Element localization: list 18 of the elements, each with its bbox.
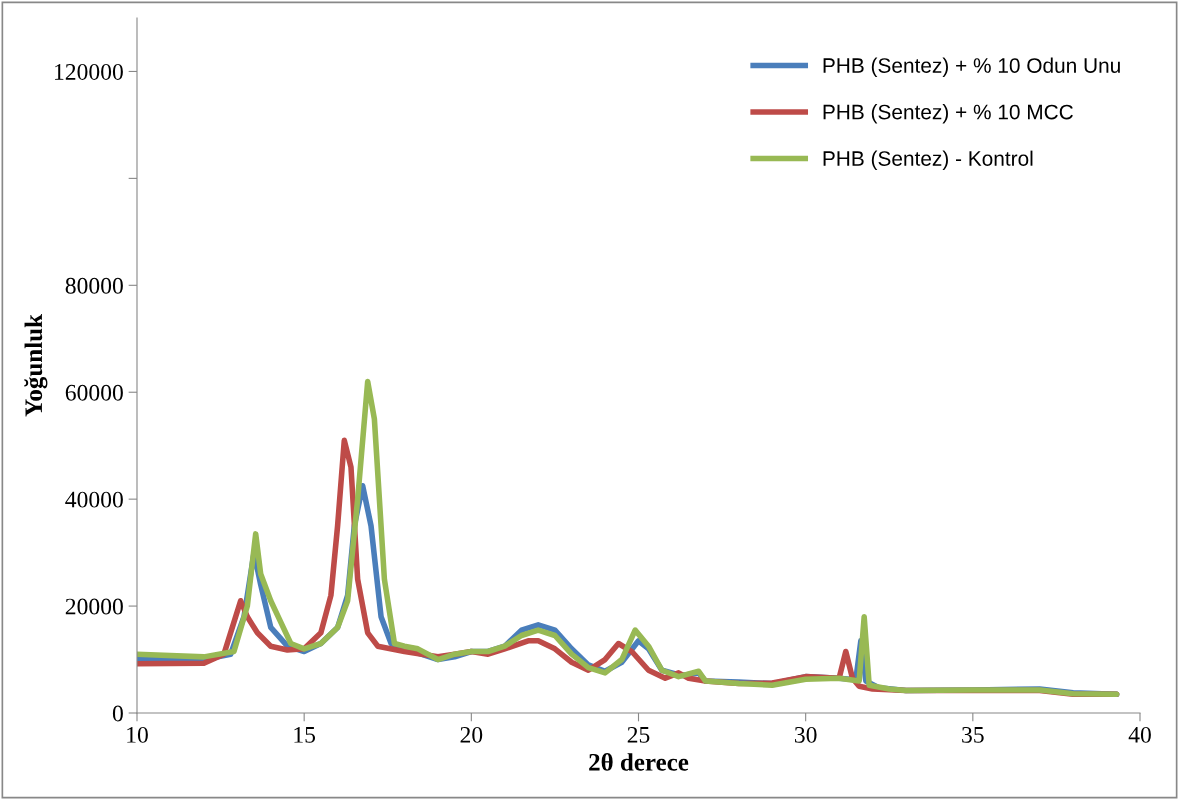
y-tick-label: 40000 [65,491,123,508]
x-tick-label: 25 [627,726,650,743]
x-tick-label: 35 [962,726,984,743]
x-tick-label: 40 [1128,726,1151,743]
y-tick-label: 0 [112,705,123,722]
x-tick-label: 30 [794,726,817,743]
legend-label: PHB (Sentez) + % 10 MCC [823,104,1073,124]
y-tick-label: 60000 [65,384,123,401]
x-axis-title: 2θ derece [589,753,689,771]
x-tick-label: 20 [460,726,483,743]
legend-label: PHB (Sentez) - Kontrol [823,150,1033,171]
x-tick-label: 15 [294,726,316,743]
y-tick-label: 20000 [65,598,123,615]
y-axis-title: Yoğunluk [24,314,48,417]
y-tick-label: 120000 [55,63,123,80]
x-tick-label: 10 [127,726,148,743]
legend-label: PHB (Sentez) + % 10 Odun Unu [823,57,1120,78]
y-tick-label: 80000 [65,277,123,294]
